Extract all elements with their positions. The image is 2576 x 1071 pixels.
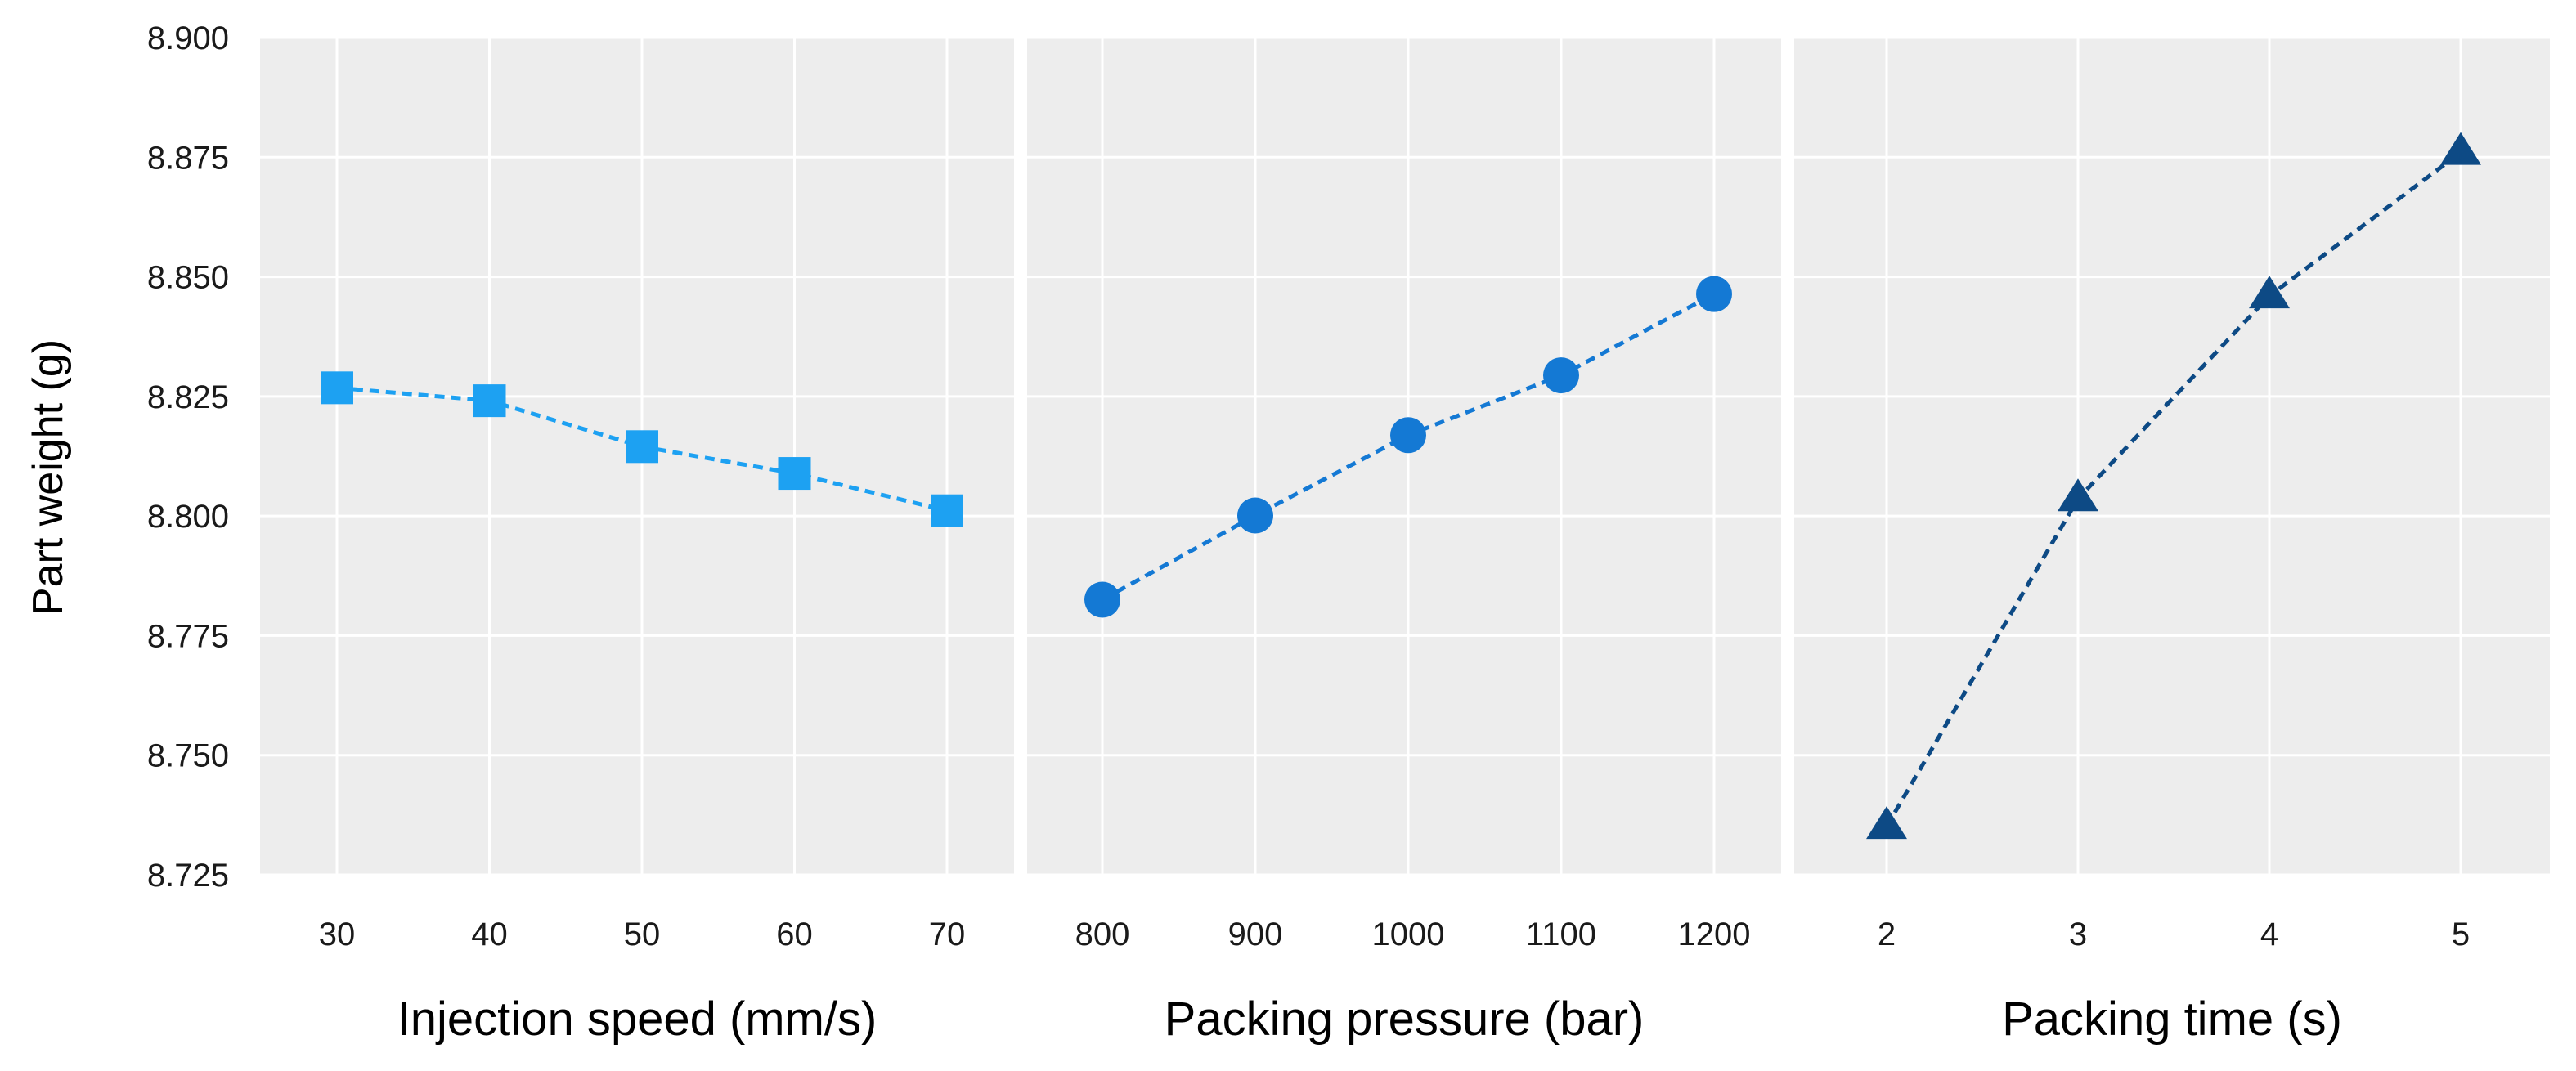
panel-3: 2 3 4 5 Packing time (s) bbox=[1794, 36, 2550, 1046]
data-point bbox=[473, 384, 506, 418]
x-tick-label: 40 bbox=[471, 916, 508, 952]
data-point bbox=[626, 430, 658, 464]
x-tick-label: 900 bbox=[1228, 916, 1283, 952]
data-point bbox=[1390, 417, 1426, 454]
x-tick-label: 50 bbox=[624, 916, 661, 952]
series-line bbox=[1884, 150, 2462, 828]
panel-1: 30 40 50 60 70 Injection speed (mm/s) bbox=[260, 36, 1014, 1046]
x-tick-label: 4 bbox=[2260, 916, 2278, 952]
data-point bbox=[2058, 478, 2098, 512]
y-axis: 8.900 8.875 8.850 8.825 8.800 8.775 8.750 8.725 bbox=[147, 20, 229, 894]
data-point bbox=[2249, 276, 2290, 309]
y-axis-label: Part weight (g) bbox=[25, 339, 72, 616]
x-tick-label: 5 bbox=[2452, 916, 2470, 952]
x-axis-label: Injection speed (mm/s) bbox=[397, 993, 877, 1046]
data-point bbox=[931, 494, 963, 527]
x-axis-label: Packing pressure (bar) bbox=[1165, 993, 1645, 1046]
x-tick-label: 1000 bbox=[1372, 916, 1445, 952]
panel-background bbox=[1027, 38, 1781, 875]
x-tick-label: 800 bbox=[1075, 916, 1130, 952]
x-axis-label: Packing time (s) bbox=[2002, 993, 2342, 1046]
data-point bbox=[321, 371, 353, 405]
y-tick-label: 8.850 bbox=[147, 260, 229, 296]
panel-2: 800 900 1000 1100 1200 Packing pressure (bar) bbox=[1027, 36, 1781, 1046]
x-tick-label: 1100 bbox=[1526, 916, 1596, 952]
x-tick-label: 30 bbox=[319, 916, 356, 952]
data-point bbox=[1866, 806, 1907, 840]
data-point bbox=[1084, 581, 1120, 618]
x-tick-label: 2 bbox=[1878, 916, 1896, 952]
x-tick-label: 3 bbox=[2069, 916, 2087, 952]
data-point bbox=[1696, 276, 1732, 312]
y-tick-label: 8.775 bbox=[147, 618, 229, 654]
y-tick-label: 8.900 bbox=[147, 20, 229, 56]
y-tick-label: 8.825 bbox=[147, 379, 229, 415]
y-tick-label: 8.875 bbox=[147, 140, 229, 176]
x-tick-label: 1200 bbox=[1678, 916, 1751, 952]
x-tick-label: 70 bbox=[929, 916, 966, 952]
chart-panels: 30 40 50 60 70 Injection speed (mm/s) 800 900 10… bbox=[260, 36, 2550, 1046]
y-tick-label: 8.800 bbox=[147, 499, 229, 535]
data-point bbox=[2440, 132, 2481, 165]
data-point bbox=[1543, 357, 1579, 394]
data-point bbox=[1237, 497, 1273, 534]
panel-background bbox=[1794, 38, 2550, 875]
y-tick-label: 8.750 bbox=[147, 738, 229, 774]
x-tick-label: 60 bbox=[776, 916, 813, 952]
data-point bbox=[778, 457, 811, 491]
y-tick-label: 8.725 bbox=[147, 858, 229, 894]
